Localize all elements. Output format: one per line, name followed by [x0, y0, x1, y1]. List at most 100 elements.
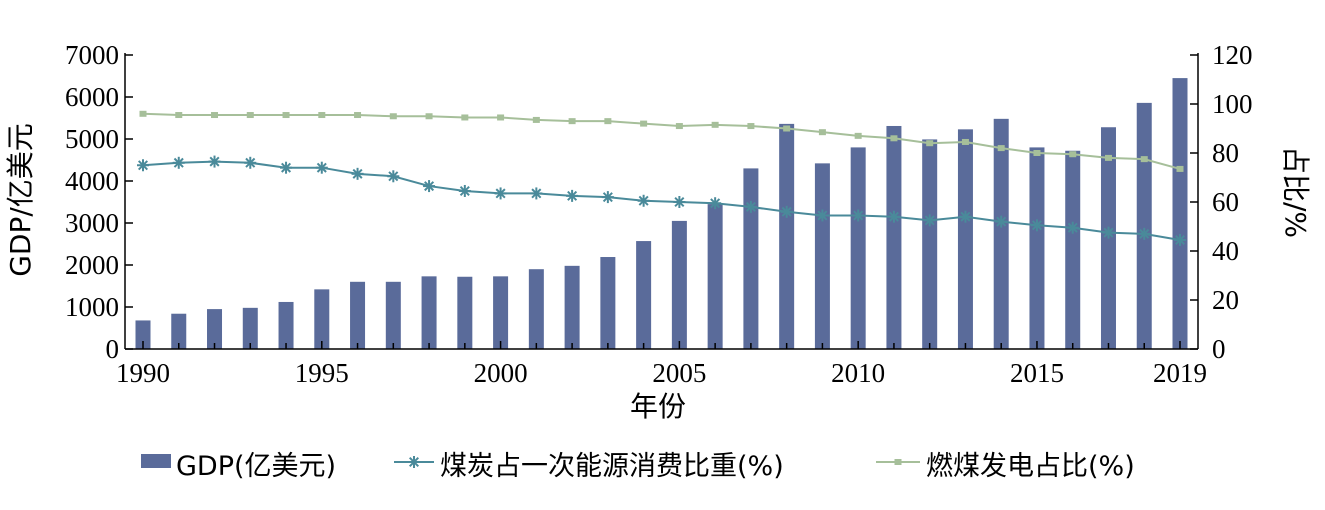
y-left-tick-label: 2000: [65, 250, 119, 280]
data-point: [172, 156, 185, 169]
x-tick-label: 2019: [1153, 358, 1207, 388]
data-point: [711, 121, 719, 128]
axes: 0 1000 2000 3000 4000 5000 6000 7000 0 20 40 60 80 10…: [65, 40, 1253, 388]
bar: [779, 123, 795, 349]
bar-series: [135, 78, 1188, 350]
legend-label: 煤炭占一次能源消费比重(%): [440, 451, 784, 482]
legend-swatch-bar: [141, 454, 171, 468]
x-tick-label: 1995: [295, 358, 349, 388]
bar: [1172, 78, 1188, 349]
data-point: [139, 110, 147, 117]
y-right-tick-label: 100: [1212, 89, 1253, 119]
bar: [528, 269, 544, 349]
bar: [957, 129, 973, 349]
bar: [636, 241, 652, 349]
bar: [278, 301, 294, 349]
bar: [564, 265, 580, 349]
data-point: [1140, 156, 1148, 163]
bar: [922, 139, 938, 349]
data-point: [246, 112, 254, 119]
data-point: [926, 140, 934, 147]
bar: [171, 313, 187, 349]
data-point: [1138, 227, 1151, 240]
data-point: [1030, 219, 1043, 232]
x-tick-label: 2005: [652, 358, 706, 388]
y-left-tick-label: 7000: [65, 40, 119, 70]
data-point: [354, 112, 362, 119]
data-point: [137, 159, 149, 172]
data-point: [854, 132, 862, 139]
bar: [493, 276, 509, 349]
data-point: [566, 189, 579, 202]
bar: [135, 320, 151, 349]
legend-swatch-marker: [894, 459, 902, 465]
bar: [743, 168, 759, 349]
bar: [207, 309, 223, 349]
y-axis-left-label: GDP/亿美元: [4, 123, 37, 277]
y-left-tick-label: 4000: [65, 166, 119, 196]
bar: [421, 276, 437, 349]
data-point: [780, 205, 793, 218]
legend-label: 燃煤发电占比(%): [926, 451, 1135, 482]
bar: [385, 281, 401, 349]
y-left-tick-label: 5000: [65, 124, 119, 154]
x-axis-label: 年份: [630, 390, 686, 423]
series-line: [142, 112, 1181, 170]
x-tick-label: 2000: [474, 358, 528, 388]
data-point: [995, 215, 1008, 228]
data-point: [852, 209, 865, 222]
data-point: [961, 138, 969, 145]
bar: [1136, 102, 1152, 349]
data-point: [461, 114, 469, 121]
data-point: [208, 155, 221, 168]
data-point: [244, 156, 257, 169]
y-left-tick-label: 0: [106, 334, 120, 364]
x-tick-label: 2015: [1010, 358, 1064, 388]
data-point: [959, 210, 972, 223]
data-point: [818, 129, 826, 136]
data-point: [1104, 154, 1112, 161]
bar: [993, 118, 1009, 349]
series-line: [142, 160, 1181, 241]
data-point: [1069, 151, 1077, 158]
data-point: [211, 112, 219, 119]
y-axis-right-label: 占比/%: [1279, 146, 1312, 238]
data-point: [315, 161, 328, 174]
y-right-tick-label: 120: [1212, 40, 1253, 70]
x-tick-label: 2010: [831, 358, 885, 388]
data-point: [675, 123, 683, 130]
data-point: [923, 214, 936, 227]
y-right-tick-label: 20: [1212, 285, 1239, 315]
data-point: [532, 116, 540, 123]
data-point: [175, 112, 183, 119]
legend-label: GDP(亿美元): [176, 451, 336, 482]
bar: [671, 220, 687, 349]
data-point: [997, 145, 1005, 152]
data-point: [637, 194, 650, 207]
data-point: [497, 114, 505, 121]
data-point: [282, 112, 290, 119]
data-point: [673, 196, 686, 208]
data-point: [601, 191, 614, 204]
y-left-tick-label: 3000: [65, 208, 119, 238]
bar: [1029, 147, 1045, 349]
y-right-tick-label: 80: [1212, 138, 1239, 168]
legend: GDP(亿美元) 煤炭占一次能源消费比重(%) 燃煤发电占比(%): [141, 451, 1135, 482]
bar: [314, 289, 330, 349]
y-right-tick-label: 60: [1212, 187, 1239, 217]
data-point: [747, 123, 755, 130]
data-point: [387, 170, 400, 183]
data-point: [1033, 150, 1041, 156]
bar: [850, 147, 866, 349]
data-point: [351, 167, 364, 180]
data-point: [389, 113, 397, 120]
data-point: [1066, 221, 1079, 234]
data-point: [783, 125, 791, 132]
data-point: [318, 112, 326, 119]
data-point: [1102, 226, 1115, 239]
data-point: [530, 187, 543, 200]
bar: [886, 125, 902, 349]
bar: [1065, 150, 1081, 349]
data-point: [458, 184, 471, 197]
